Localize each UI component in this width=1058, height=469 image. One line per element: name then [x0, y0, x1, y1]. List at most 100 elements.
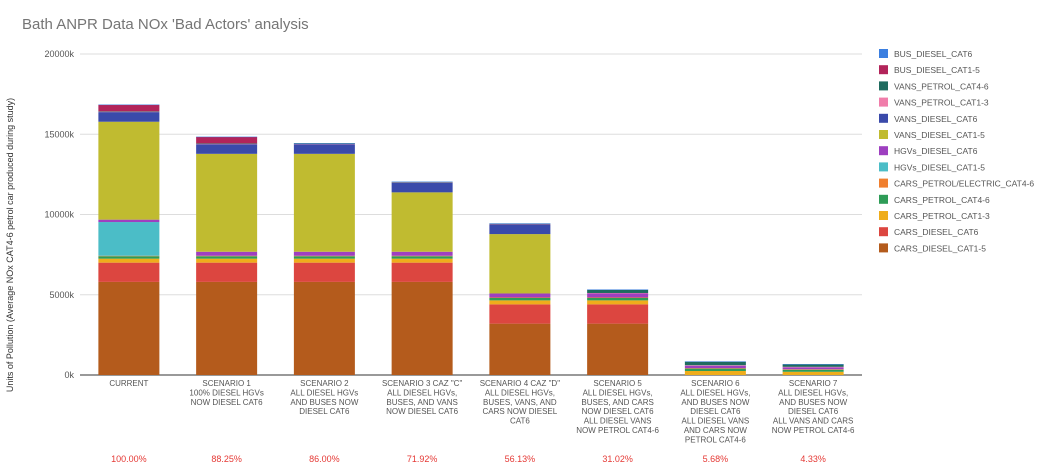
bar-segment[interactable]: [391, 262, 453, 282]
bar-segment[interactable]: [196, 255, 258, 257]
bar-stack[interactable]: [293, 143, 355, 375]
bar-segment[interactable]: [391, 181, 453, 183]
bar-segment[interactable]: [98, 262, 160, 282]
bar-segment[interactable]: [293, 281, 355, 375]
bar-segment[interactable]: [684, 368, 746, 371]
legend-item[interactable]: VANS_DIESEL_CAT6: [879, 113, 978, 124]
bar-segment[interactable]: [98, 104, 160, 112]
bar-segment[interactable]: [98, 121, 160, 220]
bar-segment[interactable]: [782, 369, 844, 370]
legend-item[interactable]: CARS_PETROL/ELECTRIC_CAT4-6: [879, 178, 1034, 189]
bar-segment[interactable]: [684, 365, 746, 366]
bar-segment[interactable]: [782, 371, 844, 375]
bar-segment[interactable]: [782, 369, 844, 372]
bar-segment[interactable]: [98, 111, 160, 113]
legend-item[interactable]: VANS_PETROL_CAT1-3: [879, 97, 989, 108]
bar-stack[interactable]: [489, 223, 551, 375]
bar-segment[interactable]: [98, 281, 160, 375]
bar-segment[interactable]: [196, 136, 258, 144]
bar-segment[interactable]: [293, 255, 355, 257]
bar-segment[interactable]: [489, 300, 551, 305]
bar-segment[interactable]: [587, 289, 649, 290]
bar-segment[interactable]: [293, 143, 355, 144]
bar-segment[interactable]: [391, 256, 453, 259]
bar-segment[interactable]: [293, 251, 355, 256]
bar-segment[interactable]: [489, 234, 551, 294]
bar-segment[interactable]: [293, 143, 355, 145]
bar-stack[interactable]: [587, 289, 649, 375]
bar-segment[interactable]: [782, 364, 844, 367]
bar-segment[interactable]: [391, 258, 453, 263]
bar-segment[interactable]: [98, 112, 160, 122]
bar-segment[interactable]: [98, 219, 160, 223]
bar-segment[interactable]: [196, 143, 258, 144]
bar-segment[interactable]: [684, 361, 746, 366]
bar-segment[interactable]: [782, 367, 844, 370]
bar-segment[interactable]: [587, 297, 649, 298]
legend-item[interactable]: VANS_PETROL_CAT4-6: [879, 81, 989, 91]
bar-segment[interactable]: [98, 255, 160, 257]
bar-segment[interactable]: [293, 144, 355, 154]
bar-segment[interactable]: [587, 292, 649, 294]
legend-item[interactable]: HGVs_DIESEL_CAT1-5: [879, 162, 985, 172]
bar-segment[interactable]: [489, 223, 551, 225]
bar-segment[interactable]: [489, 293, 551, 298]
bar-segment[interactable]: [196, 144, 258, 154]
bar-segment[interactable]: [587, 293, 649, 298]
bar-segment[interactable]: [293, 262, 355, 282]
legend-item[interactable]: HGVs_DIESEL_CAT6: [879, 146, 978, 156]
bar-segment[interactable]: [489, 223, 551, 224]
bar-stack[interactable]: [391, 181, 453, 375]
bar-segment[interactable]: [587, 323, 649, 375]
bar-segment[interactable]: [489, 223, 551, 225]
bar-segment[interactable]: [587, 300, 649, 305]
bar-segment[interactable]: [489, 297, 551, 298]
bar-segment[interactable]: [98, 222, 160, 256]
bar-segment[interactable]: [196, 258, 258, 263]
bar-segment[interactable]: [587, 304, 649, 324]
bar-segment[interactable]: [587, 297, 649, 301]
bar-segment[interactable]: [196, 136, 258, 138]
bar-segment[interactable]: [293, 153, 355, 252]
bar-segment[interactable]: [196, 256, 258, 259]
bar-segment[interactable]: [782, 364, 844, 365]
bar-segment[interactable]: [293, 258, 355, 263]
bar-segment[interactable]: [391, 182, 453, 193]
legend[interactable]: BUS_DIESEL_CAT6 BUS_DIESEL_CAT1-5 VANS_PET…: [879, 49, 1034, 253]
bar-segment[interactable]: [98, 258, 160, 263]
bar-stack[interactable]: [782, 364, 844, 375]
bar-segment[interactable]: [98, 256, 160, 259]
legend-item[interactable]: CARS_PETROL_CAT4-6: [879, 194, 990, 205]
bar-segment[interactable]: [391, 251, 453, 256]
bar-segment[interactable]: [293, 256, 355, 259]
bar-stack[interactable]: [98, 104, 160, 375]
bar-segment[interactable]: [489, 224, 551, 235]
legend-item[interactable]: VANS_DIESEL_CAT1-5: [879, 130, 985, 140]
bar-segment[interactable]: [196, 262, 258, 282]
bar-segment[interactable]: [196, 281, 258, 375]
bar-segment[interactable]: [391, 281, 453, 375]
bar-segment[interactable]: [684, 370, 746, 375]
legend-item[interactable]: BUS_DIESEL_CAT1-5: [879, 65, 980, 75]
bar-segment[interactable]: [391, 182, 453, 183]
bar-segment[interactable]: [587, 289, 649, 293]
bar-segment[interactable]: [391, 255, 453, 257]
bar-segment[interactable]: [98, 111, 160, 112]
legend-item[interactable]: CARS_PETROL_CAT1-3: [879, 211, 990, 221]
bar-stack[interactable]: [196, 136, 258, 375]
bar-segment[interactable]: [196, 251, 258, 256]
bar-segment[interactable]: [782, 366, 844, 368]
bar-segment[interactable]: [684, 368, 746, 369]
bar-segment[interactable]: [391, 181, 453, 183]
legend-item[interactable]: BUS_DIESEL_CAT6: [879, 49, 973, 59]
bar-segment[interactable]: [684, 365, 746, 369]
bar-segment[interactable]: [391, 192, 453, 252]
bar-segment[interactable]: [196, 143, 258, 145]
bar-segment[interactable]: [293, 143, 355, 144]
bar-segment[interactable]: [489, 323, 551, 375]
bar-segment[interactable]: [98, 104, 160, 106]
bar-segment[interactable]: [196, 153, 258, 252]
bar-stack[interactable]: [684, 361, 746, 375]
bar-segment[interactable]: [684, 361, 746, 362]
bar-segment[interactable]: [489, 304, 551, 324]
